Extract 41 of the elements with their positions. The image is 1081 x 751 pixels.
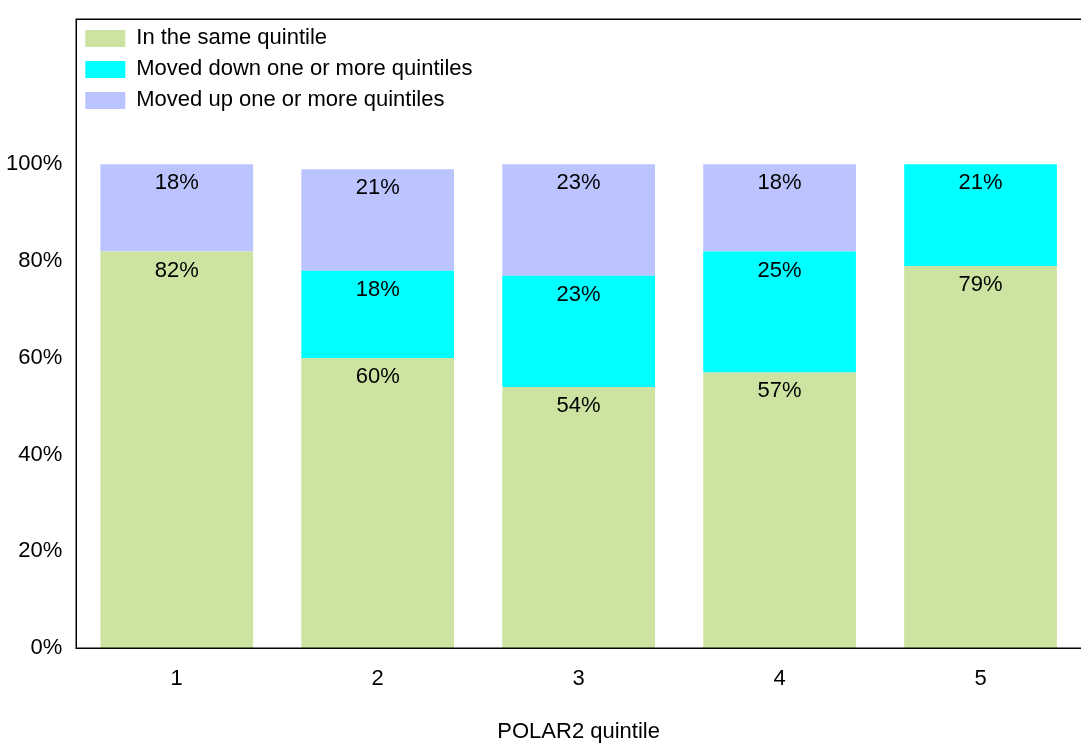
data-label: 25% xyxy=(757,256,802,282)
bar xyxy=(904,265,1057,649)
data-label: 82% xyxy=(154,256,199,282)
data-label: 79% xyxy=(958,271,1003,297)
bar xyxy=(502,386,655,649)
data-label: 57% xyxy=(757,377,802,403)
bar xyxy=(301,357,455,649)
data-label: 18% xyxy=(757,169,802,195)
x-tick-label: 2 xyxy=(371,665,384,691)
legend-label: In the same quintile xyxy=(136,24,328,50)
y-tick-label: 100% xyxy=(5,150,63,176)
bar xyxy=(502,164,655,276)
bar xyxy=(301,169,455,271)
bar xyxy=(703,251,856,373)
y-tick-label: 80% xyxy=(18,247,63,273)
data-label: 54% xyxy=(556,391,601,417)
y-tick-label: 60% xyxy=(18,343,63,369)
x-tick-label: 4 xyxy=(773,665,786,691)
data-label: 21% xyxy=(355,174,400,200)
data-label: 21% xyxy=(958,169,1003,195)
bar xyxy=(502,275,655,387)
bar xyxy=(100,164,254,252)
y-tick-label: 0% xyxy=(30,634,63,660)
data-label: 18% xyxy=(154,169,199,195)
bar xyxy=(904,164,1057,266)
data-label: 60% xyxy=(355,362,400,388)
data-label: 23% xyxy=(556,280,601,306)
x-tick-label: 3 xyxy=(572,665,585,691)
bar xyxy=(100,251,254,649)
data-label: 18% xyxy=(355,275,400,301)
x-tick-label: 5 xyxy=(974,665,987,691)
data-label: 23% xyxy=(556,169,601,195)
x-axis-title: POLAR2 quintile xyxy=(497,717,660,743)
y-tick-label: 20% xyxy=(18,537,63,563)
bar xyxy=(703,164,856,252)
legend-label: Moved down one or more quintiles xyxy=(136,55,473,81)
x-tick-label: 1 xyxy=(170,665,183,691)
bar xyxy=(301,270,455,358)
legend-label: Moved up one or more quintiles xyxy=(136,86,445,112)
y-tick-label: 40% xyxy=(18,440,63,466)
bar xyxy=(703,372,856,649)
